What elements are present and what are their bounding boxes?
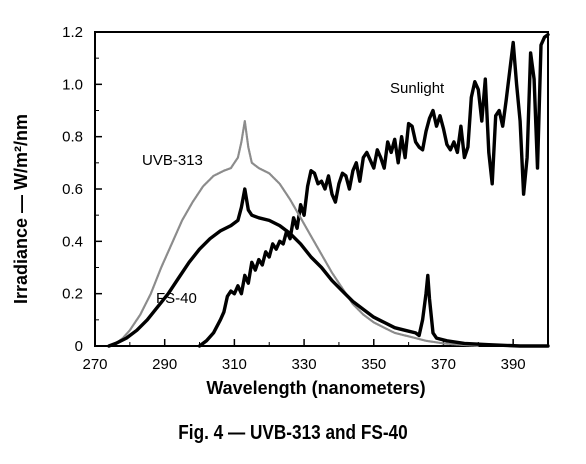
series-line-sunlight <box>197 32 550 348</box>
x-tick-label: 270 <box>82 356 107 373</box>
y-tick-label: 1.2 <box>62 24 83 41</box>
x-tick-label: 390 <box>501 356 526 373</box>
x-tick-label: 310 <box>222 356 247 373</box>
figure-caption: Fig. 4 — UVB-313 and FS-40 <box>178 422 408 444</box>
y-tick-label: 0.8 <box>62 129 83 146</box>
annotation-sunlight: Sunlight <box>390 80 445 97</box>
y-axis-title: Irradiance — W/m²/nm <box>11 114 31 304</box>
x-tick-label: 350 <box>361 356 386 373</box>
y-tick-label: 0.6 <box>62 181 83 198</box>
series-line-uvb-313 <box>107 119 480 348</box>
annotation-uvb-313: UVB-313 <box>142 152 203 169</box>
y-tick-label: 0.2 <box>62 286 83 303</box>
x-axis-title: Wavelength (nanometers) <box>206 378 425 398</box>
y-tick-label: 0 <box>75 338 83 355</box>
series-line-fs-40 <box>107 187 550 348</box>
x-tick-label: 330 <box>292 356 317 373</box>
x-tick-label: 290 <box>152 356 177 373</box>
y-tick-label: 0.4 <box>62 233 83 250</box>
annotation-fs-40: FS-40 <box>156 290 197 307</box>
y-tick-label: 1.0 <box>62 76 83 93</box>
x-tick-label: 370 <box>431 356 456 373</box>
